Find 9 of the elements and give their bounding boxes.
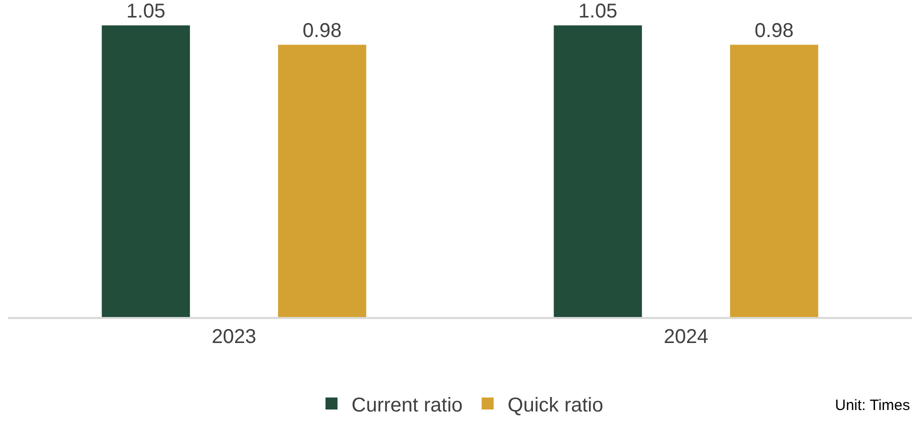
data-label: 1.05 <box>578 0 618 22</box>
legend-label: Current ratio <box>352 394 463 416</box>
data-label: 0.98 <box>754 20 794 42</box>
text: Unit: Times <box>835 397 910 414</box>
data-label: 1.05 <box>126 0 166 22</box>
x-tick-label: 2024 <box>664 326 708 348</box>
legend-label: Quick ratio <box>508 394 604 416</box>
x-tick-label: 2023 <box>212 326 256 348</box>
data-label: 0.98 <box>302 20 342 42</box>
